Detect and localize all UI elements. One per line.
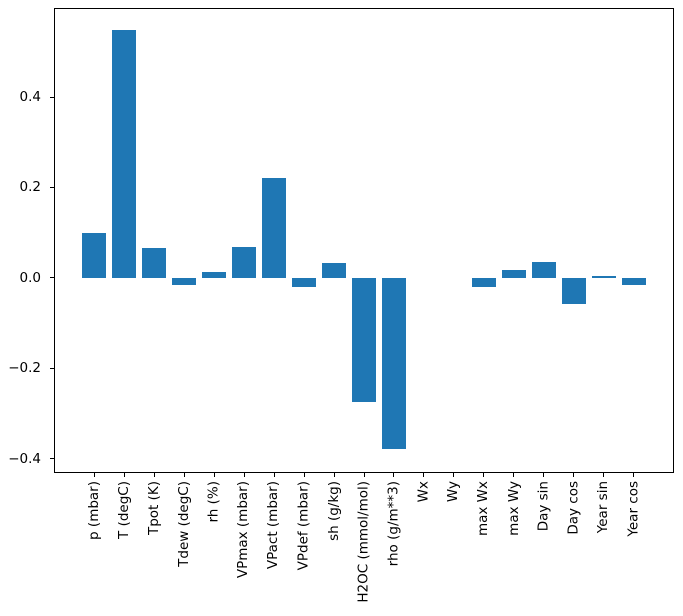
bar-max-wy (501, 270, 526, 278)
x-axis-tick-label-p-mbar: p (mbar) (85, 481, 102, 540)
x-axis-tick-label-rh: rh (%) (205, 481, 222, 523)
y-axis-tick (50, 458, 54, 460)
x-axis-tick-label-tpot-k: Tpot (K) (145, 481, 162, 536)
x-axis-tick-label-vpmax-mbar: VPmax (mbar) (235, 481, 252, 579)
x-axis-tick (573, 473, 575, 477)
bar-tpot-k (142, 248, 167, 278)
x-axis-tick-label-rho-g-m-3: rho (g/m**3) (385, 481, 402, 567)
bar-tdew-degc (172, 277, 197, 285)
bar-rh (202, 271, 227, 278)
x-axis-tick (423, 473, 425, 477)
bar-vpmax-mbar (232, 247, 257, 278)
x-axis-tick (513, 473, 515, 477)
y-axis-tick-label: 0.2 (19, 179, 41, 196)
x-axis-tick-label-sh-g-kg: sh (g/kg) (325, 481, 342, 541)
bar-p-mbar (82, 232, 107, 278)
x-axis-tick (273, 473, 275, 477)
x-axis-tick-label-h2oc-mmol-mol: H2OC (mmol/mol) (355, 481, 372, 603)
x-axis-tick-label-max-wx: max Wx (475, 481, 492, 537)
bar-year-cos (621, 277, 646, 285)
x-axis-tick (303, 473, 305, 477)
y-axis-tick-label: 0.4 (19, 89, 41, 106)
bar-t-degc (112, 30, 137, 278)
y-axis-tick-label: −0.2 (8, 360, 41, 377)
bar-day-sin (531, 261, 556, 278)
y-axis-tick-label: −0.4 (8, 450, 41, 467)
bar-sh-g-kg (322, 262, 346, 278)
y-axis-tick (50, 367, 54, 369)
x-axis-tick-label-vpact-mbar: VPact (mbar) (265, 481, 282, 570)
y-axis-tick-label: 0.0 (19, 269, 41, 286)
x-axis-tick (543, 473, 545, 477)
x-axis-tick-label-wy: Wy (445, 481, 462, 503)
x-axis-tick-label-day-sin: Day sin (535, 481, 552, 532)
x-axis-tick (393, 473, 395, 477)
x-axis-tick (603, 473, 605, 477)
y-axis-tick (50, 96, 54, 98)
x-axis-tick (243, 473, 245, 477)
bar-vpact-mbar (262, 178, 287, 278)
x-axis-tick-label-vpdef-mbar: VPdef (mbar) (295, 481, 312, 571)
y-axis-tick (50, 186, 54, 188)
x-axis-tick (123, 473, 125, 477)
x-axis-tick (363, 473, 365, 477)
x-axis-tick-label-max-wy: max Wy (505, 481, 522, 536)
x-axis-tick (333, 473, 335, 477)
x-axis-tick (183, 473, 185, 477)
bar-rho-g-m-3 (381, 277, 406, 450)
bar-year-sin (591, 276, 616, 278)
bar-vpdef-mbar (292, 277, 317, 288)
x-axis-tick-label-year-sin: Year sin (595, 481, 612, 534)
x-axis-tick-label-t-degc: T (degC) (115, 481, 132, 539)
bar-max-wx (471, 277, 496, 287)
x-axis-tick-label-year-cos: Year cos (625, 481, 642, 537)
x-axis-tick (153, 473, 155, 477)
x-axis-tick-label-tdew-degc: Tdew (degC) (175, 481, 192, 567)
x-axis-tick (93, 473, 95, 477)
x-axis-tick-label-wx: Wx (415, 481, 432, 503)
bar-day-cos (561, 277, 586, 304)
x-axis-tick-label-day-cos: Day cos (565, 481, 582, 535)
x-axis-tick (453, 473, 455, 477)
x-axis-tick (213, 473, 215, 477)
plot-area (54, 8, 674, 473)
x-axis-tick (483, 473, 485, 477)
x-axis-tick (633, 473, 635, 477)
bar-h2oc-mmol-mol (352, 277, 376, 402)
y-axis-tick (50, 277, 54, 279)
